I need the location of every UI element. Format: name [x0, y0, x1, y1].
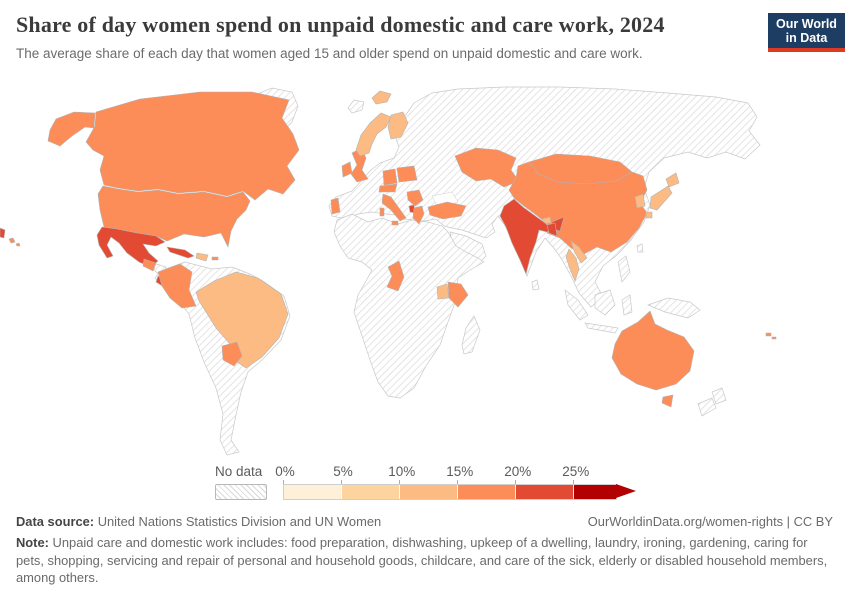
legend-tick-label: 25% [562, 464, 590, 479]
map-country-laos[interactable] [570, 240, 588, 264]
map-region-alaska[interactable] [47, 111, 96, 147]
map-country-paraguay[interactable] [221, 341, 243, 367]
owid-link[interactable]: OurWorldinData.org/women-rights | CC BY [587, 514, 833, 529]
map-landmass-new-zealand-nodata[interactable] [697, 387, 727, 417]
map-landmass-madagascar-nodata[interactable] [461, 315, 481, 355]
note-text: Unpaid care and domestic work includes: … [16, 535, 828, 585]
map-country-bangladesh[interactable] [546, 222, 558, 237]
legend-tick-mark [573, 480, 574, 484]
map-country-cameroon[interactable] [386, 260, 405, 292]
map-country-thailand[interactable] [565, 248, 580, 282]
map-country-south-korea[interactable] [634, 193, 646, 209]
legend-tick-mark [457, 480, 458, 484]
map-country-colombia[interactable] [157, 263, 197, 309]
map-country-germany[interactable] [382, 168, 398, 186]
legend-bin-10-15%[interactable] [400, 485, 458, 499]
data-source-line: Data source: United Nations Statistics D… [16, 514, 381, 529]
map-region-hawaii[interactable] [8, 237, 21, 247]
map-country-serbia[interactable] [406, 189, 424, 207]
map-landmass-iceland-nodata[interactable] [347, 99, 365, 114]
map-country-ireland[interactable] [341, 161, 353, 178]
map-country-china[interactable] [508, 161, 648, 255]
map-country-austria[interactable] [378, 183, 398, 193]
map-country-uganda[interactable] [436, 283, 450, 300]
map-country-turkey[interactable] [427, 201, 467, 220]
legend-bins [283, 484, 617, 500]
owid-logo-line2: in Data [785, 31, 828, 45]
legend-tick-label: 20% [504, 464, 532, 479]
map-country-kenya[interactable] [447, 281, 469, 308]
data-source-text: United Nations Statistics Division and U… [97, 514, 382, 529]
map-country-dominican-republic[interactable] [195, 252, 209, 262]
map-country-poland[interactable] [396, 165, 418, 183]
map-region-svalbard[interactable] [371, 90, 392, 105]
chart-footer: Data source: United Nations Statistics D… [16, 514, 833, 587]
map-country-puerto-rico[interactable] [211, 256, 219, 261]
legend-bin-15-20%[interactable] [458, 485, 516, 499]
legend-bin-5-10%[interactable] [342, 485, 400, 499]
note-label: Note: [16, 535, 49, 550]
map-country-portugal[interactable] [330, 197, 341, 215]
map-country-brazil[interactable] [195, 271, 289, 369]
world-choropleth-map [0, 86, 777, 456]
map-country-japan[interactable] [645, 172, 680, 219]
map-country-canada[interactable] [85, 91, 300, 201]
map-country-greece[interactable] [412, 205, 425, 225]
legend-bin-25%+[interactable] [574, 485, 616, 499]
map-country-finland[interactable] [387, 111, 409, 140]
map-country-australia[interactable] [611, 310, 695, 408]
map-island-sri-lanka-nodata[interactable] [531, 279, 540, 291]
legend-bin-0-5%[interactable] [284, 485, 342, 499]
page-subtitle: The average share of each day that women… [16, 46, 643, 61]
owid-logo-line1: Our World [776, 17, 837, 31]
legend-tick-mark [341, 480, 342, 484]
map-country-norway[interactable] [355, 112, 392, 157]
legend-tick-label: 15% [446, 464, 474, 479]
legend-tick-label: 10% [388, 464, 416, 479]
map-country-fiji[interactable] [765, 332, 777, 340]
map-country-guatemala[interactable] [142, 258, 157, 272]
map-left-edge-fragment [0, 227, 6, 239]
owid-logo[interactable]: Our World in Data [768, 13, 845, 52]
map-country-italy[interactable] [379, 193, 407, 226]
legend-tick-mark [515, 480, 516, 484]
page-title: Share of day women spend on unpaid domes… [16, 12, 665, 37]
legend-no-data-label: No data [215, 464, 263, 479]
legend-arrow-icon [616, 484, 636, 498]
legend-tick-mark [283, 480, 284, 484]
legend-tick-label: 0% [275, 464, 295, 479]
data-source-label: Data source: [16, 514, 95, 529]
map-islands-maritime-sea-nodata[interactable] [564, 255, 701, 334]
legend-bin-20-25%[interactable] [516, 485, 574, 499]
legend-ticks: 0% 5% 10% 15% 20% 25% [275, 464, 615, 484]
map-island-taiwan-nodata[interactable] [636, 243, 644, 253]
legend-tick-mark [399, 480, 400, 484]
legend-tick-label: 5% [333, 464, 353, 479]
map-country-cuba[interactable] [166, 246, 195, 259]
legend-no-data-swatch[interactable] [215, 484, 267, 500]
